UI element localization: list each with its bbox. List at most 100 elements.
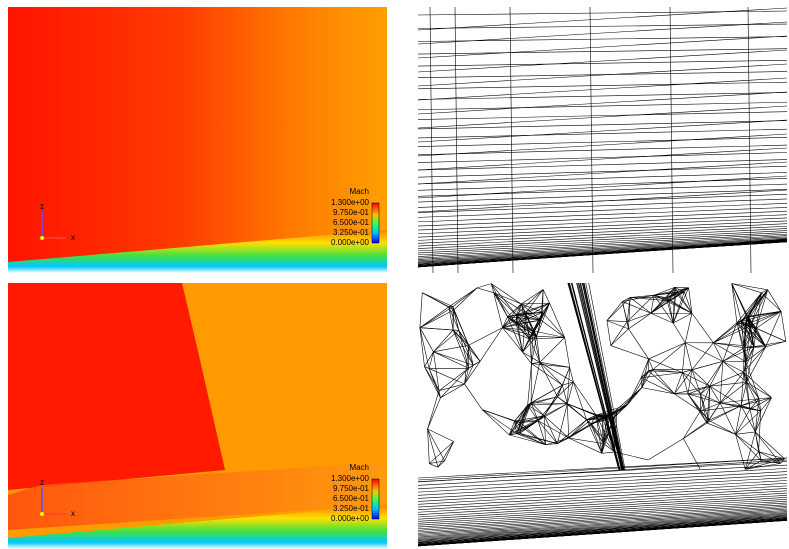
mesh-edge <box>449 288 477 307</box>
mesh-edge <box>736 434 759 451</box>
axis-z-label: z <box>40 202 44 211</box>
mesh-edge <box>531 362 539 363</box>
mesh-edge <box>509 416 544 435</box>
mesh-edge <box>707 423 736 434</box>
mesh-edge <box>688 394 700 411</box>
mesh-edge <box>523 352 532 363</box>
flow-field <box>8 7 387 273</box>
axis-x-label: x <box>71 509 75 518</box>
mesh-edge <box>418 224 787 241</box>
mesh-edge <box>710 361 723 386</box>
mesh-bottom <box>418 283 787 546</box>
legend-label: 9.750e-01 <box>333 208 370 217</box>
mesh-edge <box>567 404 568 438</box>
mesh-edge <box>692 313 713 343</box>
axis-x-label: x <box>71 233 75 242</box>
mesh-edge <box>747 311 781 317</box>
mesh-edge <box>418 176 787 198</box>
mesh-edge <box>720 361 723 403</box>
mesh-edge <box>418 78 787 100</box>
mesh-edge <box>683 438 700 469</box>
legend-title: Mach <box>349 463 369 472</box>
mesh-edge <box>418 64 787 86</box>
mesh-edge <box>418 178 787 190</box>
mesh-edge <box>465 384 483 410</box>
mesh-edge <box>732 283 742 321</box>
mesh-edge <box>622 302 650 314</box>
mesh-edge <box>418 22 787 44</box>
mesh-edge <box>418 211 787 226</box>
mesh-edge <box>418 24 787 28</box>
mesh-edge <box>685 343 723 362</box>
mesh-edge <box>607 302 622 321</box>
mesh-edge <box>528 405 545 416</box>
mesh-edge <box>418 475 787 496</box>
mesh-edge <box>683 420 708 438</box>
mesh-edge <box>692 343 713 370</box>
mach-contour-top <box>8 7 387 273</box>
mesh-edge <box>418 207 787 221</box>
legend-label: 6.500e-01 <box>333 218 370 227</box>
mesh-edge <box>418 458 787 480</box>
mesh-edge <box>611 346 649 359</box>
mesh-edge <box>428 391 440 429</box>
mesh-edge <box>682 372 709 386</box>
mesh-edge <box>557 404 567 444</box>
figure: zxMach1.300e+009.750e-016.500e-013.250e-… <box>0 0 789 549</box>
mesh-edge <box>602 452 615 453</box>
mesh-edge <box>748 7 751 273</box>
mesh-edge <box>590 7 593 273</box>
mesh-edge <box>433 352 468 368</box>
mesh-edge <box>572 283 620 470</box>
mesh-edge <box>630 295 654 297</box>
mesh-edge <box>521 289 543 303</box>
mesh-edge <box>544 416 557 444</box>
mesh-edge <box>420 328 453 330</box>
mesh-edge <box>420 328 425 367</box>
mesh-edge <box>428 398 441 429</box>
mesh-edge <box>453 307 469 346</box>
mesh-edge <box>611 329 629 346</box>
mesh-edge <box>747 347 766 382</box>
mesh-edge <box>418 82 787 89</box>
mesh-edge <box>418 102 787 109</box>
mesh-edge <box>418 478 787 499</box>
mesh-edge <box>528 404 568 405</box>
mesh-edge <box>418 239 787 260</box>
mesh-edge <box>521 303 549 304</box>
mesh-edge <box>420 328 434 352</box>
mesh-edge <box>418 519 787 543</box>
mesh-edge <box>629 313 651 329</box>
mesh-edge <box>477 284 491 288</box>
axis-origin <box>40 236 44 240</box>
mesh-edge <box>579 283 622 470</box>
legend-label: 0.000e+00 <box>331 238 370 247</box>
mesh-edge <box>569 438 604 444</box>
mesh-edge <box>628 371 649 405</box>
mesh-edge <box>439 384 464 391</box>
mesh-edge <box>649 343 686 359</box>
mesh-edge <box>627 295 654 322</box>
mesh-edge <box>459 330 469 368</box>
mesh-edge <box>418 92 787 114</box>
mesh-edge <box>617 405 628 412</box>
mesh-edge <box>648 438 683 459</box>
mesh-edge <box>418 215 787 230</box>
mesh-edge <box>565 337 570 367</box>
legend-label: 0.000e+00 <box>331 514 370 523</box>
mesh-edge <box>781 311 786 341</box>
mesh-edge <box>622 302 627 322</box>
mesh-edge <box>418 166 787 177</box>
mesh-edge <box>494 293 508 317</box>
mesh-edge <box>422 293 453 307</box>
mesh-edge <box>685 343 692 370</box>
mesh-edge <box>453 288 477 307</box>
mesh-edge <box>420 310 454 328</box>
mesh-edge <box>418 145 787 155</box>
mesh-edge <box>469 328 503 346</box>
mesh-edge <box>755 398 771 432</box>
mesh-edge <box>429 441 453 463</box>
mesh-edge <box>629 329 649 359</box>
legend-label: 6.500e-01 <box>333 494 370 503</box>
mesh-edge <box>440 384 464 398</box>
